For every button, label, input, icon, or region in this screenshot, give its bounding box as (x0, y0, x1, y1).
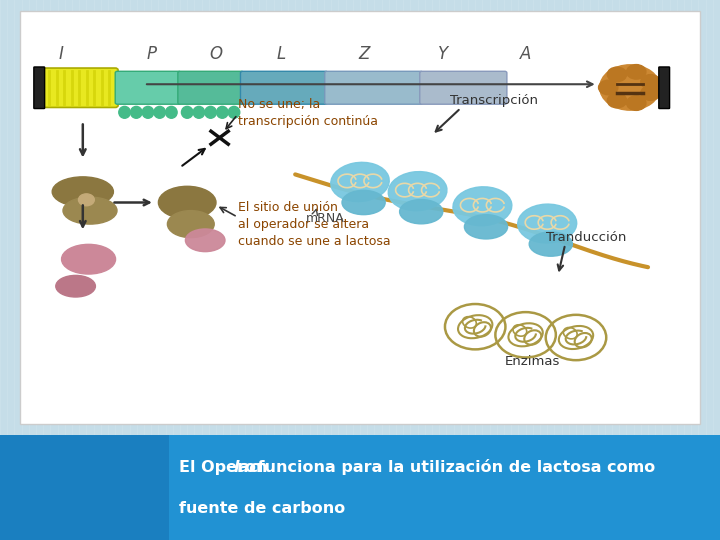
FancyBboxPatch shape (34, 67, 45, 109)
Text: L: L (276, 45, 285, 63)
Text: I: I (59, 45, 63, 63)
Ellipse shape (342, 190, 385, 214)
Ellipse shape (228, 106, 240, 118)
Text: Transcripción: Transcripción (450, 94, 538, 107)
Text: fuente de carbono: fuente de carbono (179, 501, 345, 516)
Text: A: A (520, 45, 531, 63)
Text: Z: Z (358, 45, 369, 63)
Ellipse shape (330, 163, 390, 201)
Text: El Operon: El Operon (179, 460, 273, 475)
Ellipse shape (388, 172, 447, 211)
FancyBboxPatch shape (169, 435, 720, 540)
Ellipse shape (158, 186, 216, 219)
Text: El sitio de unión
al operador se altera
cuando se une a lactosa: El sitio de unión al operador se altera … (238, 200, 390, 248)
Ellipse shape (56, 275, 95, 297)
Text: O: O (210, 45, 222, 63)
Text: lac: lac (234, 460, 260, 475)
Ellipse shape (143, 106, 154, 118)
Circle shape (608, 67, 626, 82)
Circle shape (641, 86, 660, 100)
Text: Enzimas: Enzimas (505, 355, 560, 368)
Text: mRNA: mRNA (306, 212, 345, 225)
Circle shape (641, 75, 660, 89)
FancyBboxPatch shape (40, 68, 118, 107)
Ellipse shape (78, 194, 94, 206)
FancyBboxPatch shape (20, 11, 700, 424)
FancyBboxPatch shape (420, 71, 507, 104)
Ellipse shape (63, 197, 117, 224)
Ellipse shape (119, 106, 130, 118)
Ellipse shape (464, 215, 508, 239)
FancyBboxPatch shape (178, 71, 243, 104)
Text: Tranducción: Tranducción (546, 231, 626, 244)
Text: P: P (146, 45, 156, 63)
Ellipse shape (529, 232, 572, 256)
Ellipse shape (205, 106, 217, 118)
Text: Y: Y (438, 45, 448, 63)
Ellipse shape (400, 200, 443, 224)
Text: funciona para la utilización de lactosa como: funciona para la utilización de lactosa … (252, 459, 655, 475)
Ellipse shape (167, 211, 215, 238)
Ellipse shape (181, 106, 193, 118)
Circle shape (608, 93, 626, 108)
Ellipse shape (186, 229, 225, 252)
Ellipse shape (166, 106, 177, 118)
FancyBboxPatch shape (659, 67, 670, 109)
Circle shape (626, 96, 646, 110)
Ellipse shape (453, 187, 512, 226)
Ellipse shape (154, 106, 166, 118)
Circle shape (598, 80, 618, 94)
Ellipse shape (52, 177, 114, 206)
Text: No se une; la
transcripción continúa: No se une; la transcripción continúa (238, 98, 377, 129)
Ellipse shape (193, 106, 204, 118)
Circle shape (626, 65, 646, 79)
Ellipse shape (217, 106, 228, 118)
FancyBboxPatch shape (0, 435, 169, 540)
Ellipse shape (518, 204, 577, 243)
Ellipse shape (130, 106, 142, 118)
FancyBboxPatch shape (325, 71, 423, 104)
FancyBboxPatch shape (240, 71, 328, 104)
Ellipse shape (62, 244, 115, 274)
Circle shape (600, 65, 660, 110)
FancyBboxPatch shape (115, 71, 181, 104)
